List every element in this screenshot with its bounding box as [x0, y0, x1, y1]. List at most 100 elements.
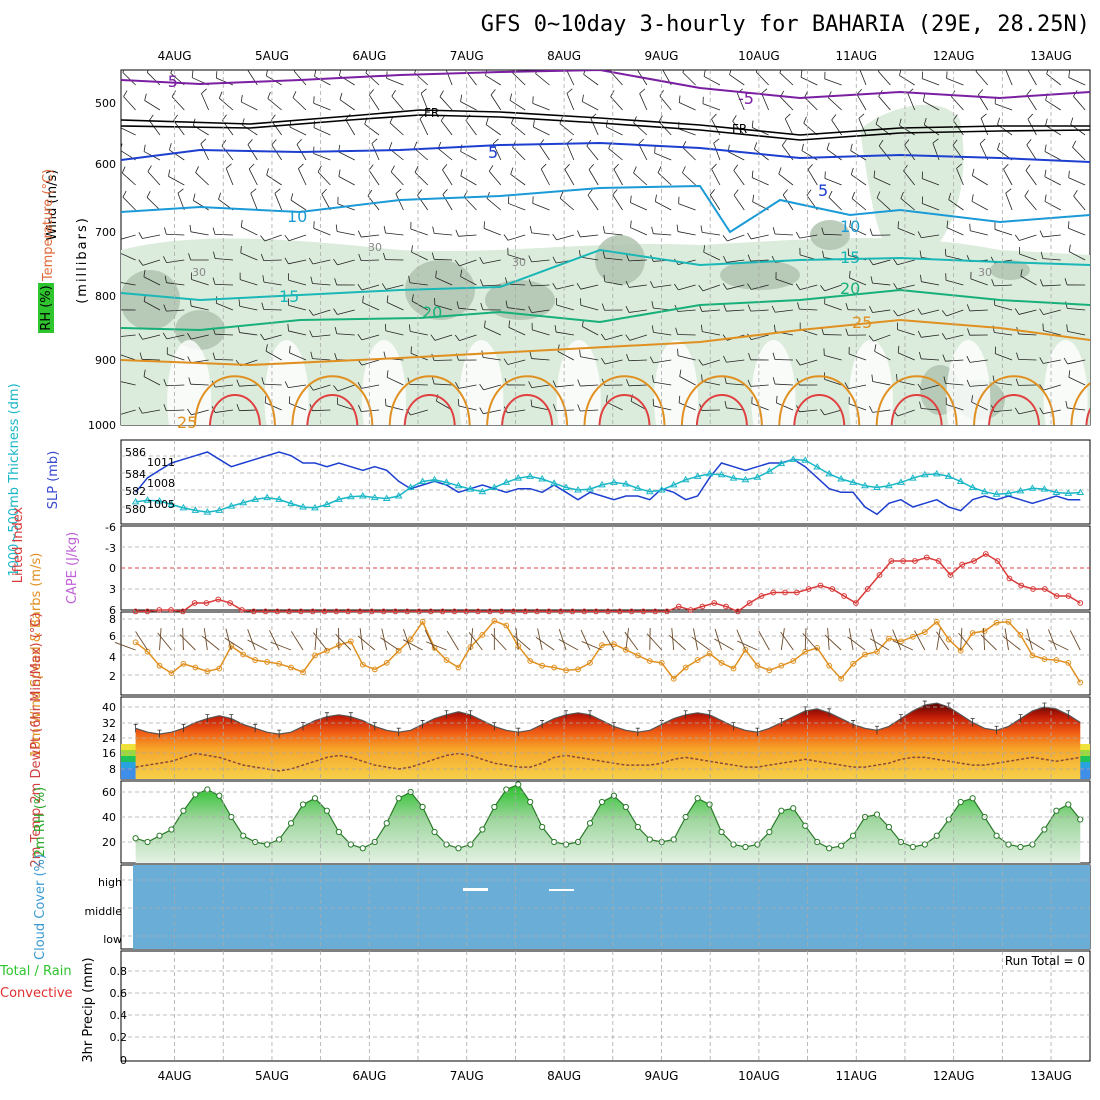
wind-barb-flag — [896, 374, 898, 382]
rh2m-point — [610, 792, 618, 799]
rh-shading — [121, 104, 1090, 425]
wind-barb — [458, 307, 477, 311]
lifted-index-point — [675, 603, 682, 610]
wind-barb — [190, 383, 209, 386]
wind10-point — [766, 667, 773, 674]
temp2m-minmax — [587, 710, 592, 719]
wind-barb-flag — [484, 320, 486, 328]
wind-barb — [750, 309, 769, 312]
wind-barb-flag — [333, 258, 338, 266]
date-label: 9AUG — [645, 49, 679, 63]
wind10-point — [300, 669, 306, 676]
wind-barb-flag — [658, 115, 663, 123]
thickness-point — [466, 485, 475, 492]
wind-barb-flag — [654, 194, 657, 202]
wind10-point — [288, 664, 294, 671]
wind-barb-flag — [1005, 188, 1012, 194]
wind-barb — [606, 126, 623, 136]
wind-barb — [994, 409, 1013, 413]
wind10-barb — [737, 640, 758, 651]
rh2m-point — [1005, 841, 1012, 848]
wind-barb — [556, 304, 574, 311]
wind-barb — [713, 142, 721, 161]
wind10-point — [897, 638, 904, 645]
wind-barb — [653, 331, 672, 336]
wind-barb-flag — [579, 349, 581, 357]
wind-barb-flag — [169, 143, 172, 151]
wind10-barb — [335, 633, 352, 651]
wind-barb — [994, 382, 1013, 386]
wind-barb — [263, 383, 282, 386]
tick-1000: 1000 — [88, 419, 116, 432]
wind10-point — [527, 658, 534, 664]
wind10-barb — [892, 629, 902, 651]
lifted-index-point — [227, 600, 233, 606]
wind-barb — [264, 234, 282, 242]
wind-barb — [142, 259, 161, 266]
thickness-point — [131, 497, 140, 505]
wind10-barb — [314, 628, 318, 651]
wind-barb-flag — [577, 404, 581, 412]
contour-label-10: 10 — [287, 207, 307, 226]
wind-barb — [214, 283, 234, 286]
wind10-barb — [736, 629, 746, 651]
wind-barb — [166, 309, 185, 312]
lifted-index-point — [569, 608, 576, 615]
wind-barb-flag — [919, 250, 922, 258]
thickness-point — [1004, 489, 1013, 496]
wind-barb-flag — [803, 116, 807, 124]
wind-barb — [971, 200, 988, 211]
wind-barb — [921, 384, 940, 391]
wind10-barb — [802, 633, 818, 651]
thickness-point — [1064, 489, 1073, 496]
rh2m-point — [180, 807, 187, 814]
wind10-point — [240, 651, 247, 658]
thickness-point — [430, 475, 439, 483]
rh2m-point — [1017, 843, 1024, 851]
wind-barb-flag — [212, 352, 216, 360]
wind-barb-flag — [1005, 64, 1010, 69]
wind-barb — [1027, 70, 1037, 86]
wind-barb-flag — [753, 142, 758, 150]
wind-barb-flag — [801, 143, 804, 151]
wind-barb — [590, 118, 599, 136]
wind-barb — [385, 330, 404, 336]
wind-barb — [924, 124, 940, 136]
wind-barb-flag — [577, 379, 581, 387]
wind-barb — [121, 354, 136, 361]
thickness-point — [968, 483, 977, 490]
wind10-point — [886, 635, 892, 642]
thickness-point — [789, 455, 798, 462]
rh2m-point — [1077, 816, 1084, 823]
wind-barb-flag — [610, 90, 615, 97]
wind-barb — [858, 118, 867, 136]
thickness-point — [179, 503, 188, 511]
axis-titles: Wind (m/s) Temperature (°C) RH (%) (mill… — [0, 169, 96, 1063]
contour-label-freezing: FR — [424, 106, 439, 120]
wind-barb-flag — [917, 330, 922, 338]
wind-barb — [995, 353, 1013, 361]
lifted-index-point — [475, 608, 481, 615]
wind-barb — [386, 78, 404, 86]
wind-barb-flag — [188, 377, 192, 385]
wind-barb — [288, 304, 307, 311]
wind-barb — [799, 284, 818, 290]
wind-barb-flag — [508, 320, 511, 328]
wind-barb-flag — [587, 189, 593, 196]
wind-barb — [903, 170, 916, 186]
wind10-point — [204, 668, 211, 675]
wind10-point — [921, 629, 928, 635]
thickness-point — [167, 500, 176, 507]
wind-barb-flag — [116, 303, 118, 310]
wind-barb-flag — [139, 352, 143, 360]
lifted-index-point — [486, 608, 493, 615]
wind-barb-flag — [932, 138, 939, 144]
contour-label-5: 5 — [818, 181, 828, 200]
wind-barb-flag — [431, 252, 435, 260]
wind-barb-flag — [651, 226, 654, 234]
thickness-point — [932, 469, 941, 477]
wind-barb — [628, 259, 647, 262]
wind10-point — [670, 675, 677, 682]
rh2m-point — [790, 805, 797, 812]
date-label: 12AUG — [933, 1069, 975, 1083]
